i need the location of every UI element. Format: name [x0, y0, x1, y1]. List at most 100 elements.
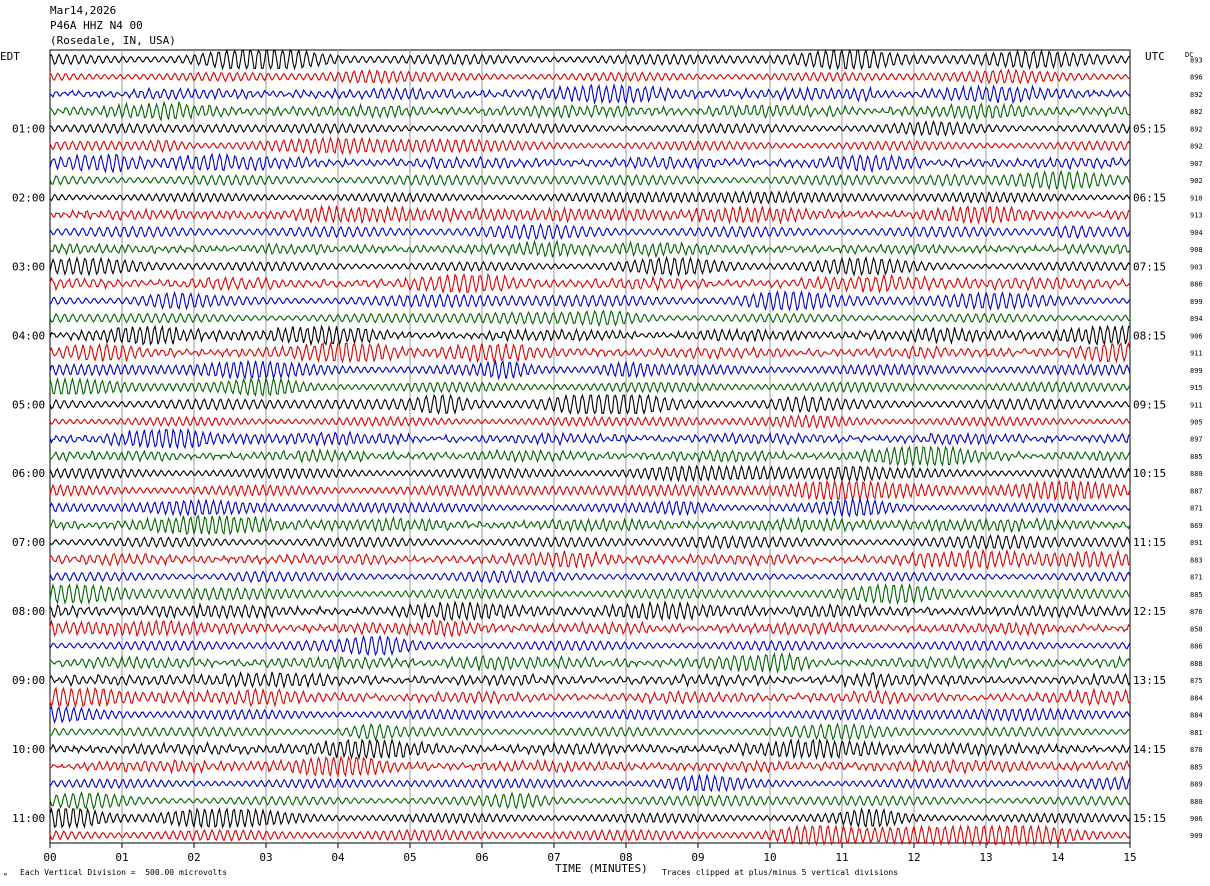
utc-timezone-label: UTC	[1145, 50, 1165, 63]
dc-offset-label: 886	[1190, 281, 1203, 289]
seismic-trace	[49, 634, 1131, 657]
x-tick-label: 03	[259, 851, 272, 864]
seismic-trace	[49, 773, 1131, 793]
clip-note: Traces clipped at plus/minus 5 vertical …	[662, 868, 899, 877]
dc-offset-label: 885	[1190, 591, 1203, 599]
seismic-trace	[49, 255, 1131, 278]
seismic-trace	[49, 722, 1131, 742]
dc-offset-label: 904	[1190, 229, 1203, 237]
seismic-trace	[49, 376, 1131, 397]
dc-offset-label: 897	[1190, 436, 1203, 444]
dc-offset-label: 908	[1190, 246, 1203, 254]
seismic-trace	[49, 136, 1131, 156]
dc-offset-label: 875	[1190, 677, 1203, 685]
seismic-trace	[49, 824, 1131, 847]
seismic-trace	[49, 169, 1131, 191]
utc-hour-label: 14:15	[1133, 743, 1166, 756]
dc-offset-label: 899	[1190, 367, 1203, 375]
dc-offset-label: 888	[1190, 660, 1203, 668]
dc-offset-label: 915	[1190, 384, 1203, 392]
dc-offset-label: 892	[1190, 143, 1203, 151]
edt-hour-label: 10:00	[12, 743, 45, 756]
dc-offset-label: 906	[1190, 815, 1203, 823]
dc-offset-label: 905	[1190, 419, 1203, 427]
seismic-trace	[49, 239, 1131, 259]
x-tick-label: 11	[835, 851, 848, 864]
dc-offset-label: 870	[1190, 746, 1203, 754]
x-tick-label: 13	[979, 851, 992, 864]
dc-offset-label: 869	[1190, 522, 1203, 530]
seismic-trace	[49, 686, 1131, 709]
dc-offset-label: 876	[1190, 608, 1203, 616]
header-date: Mar14,2026	[50, 4, 117, 17]
seismic-trace	[49, 479, 1131, 502]
x-tick-label: 09	[691, 851, 704, 864]
dc-offset-label: 871	[1190, 505, 1203, 513]
x-tick-label: 00	[43, 851, 56, 864]
edt-hour-label: 09:00	[12, 674, 45, 687]
utc-hour-label: 09:15	[1133, 398, 1166, 411]
edt-hour-label: 06:00	[12, 467, 45, 480]
x-tick-label: 02	[187, 851, 200, 864]
edt-hour-label: 02:00	[12, 191, 45, 204]
dc-offset-label: 899	[1190, 298, 1203, 306]
seismic-trace	[49, 806, 1131, 830]
dc-offset-label: 902	[1190, 177, 1203, 185]
dc-offset-label: 911	[1190, 350, 1203, 358]
x-tick-label: 08	[619, 851, 632, 864]
seismic-trace	[49, 514, 1131, 536]
seismic-trace	[49, 791, 1131, 811]
dc-offset-label: 885	[1190, 763, 1203, 771]
dc-offset-label: 907	[1190, 160, 1203, 168]
seismic-trace	[49, 393, 1130, 416]
dc-offset-label: 889	[1190, 781, 1203, 789]
x-tick-label: 15	[1123, 851, 1136, 864]
x-tick-label: 14	[1051, 851, 1065, 864]
seismic-trace	[49, 190, 1131, 205]
header-station: P46A HHZ N4 00	[50, 19, 143, 32]
dc-offset-label: 871	[1190, 574, 1203, 582]
seismic-trace	[49, 671, 1131, 691]
dc-offset-label: 892	[1190, 125, 1203, 133]
seismic-trace	[49, 705, 1131, 725]
seismic-trace	[49, 309, 1131, 328]
seismic-trace	[49, 444, 1131, 468]
utc-hour-label: 11:15	[1133, 536, 1166, 549]
seismic-trace	[49, 82, 1131, 105]
seismic-trace	[49, 324, 1131, 347]
seismic-trace	[49, 48, 1131, 71]
x-axis-title: TIME (MINUTES)	[555, 862, 648, 875]
seismic-trace	[49, 222, 1131, 241]
dc-offset-label: 880	[1190, 470, 1203, 478]
edt-hour-label: 03:00	[12, 260, 45, 273]
scale-note-icon: ⚬	[2, 870, 9, 879]
seismic-trace	[49, 497, 1131, 518]
seismic-trace	[49, 427, 1131, 450]
dc-offset-label: 913	[1190, 212, 1203, 220]
x-tick-label: 04	[331, 851, 345, 864]
dc-offset-label: 906	[1190, 332, 1203, 340]
dc-offset-label: 881	[1190, 729, 1203, 737]
seismic-trace	[49, 341, 1131, 364]
utc-hour-label: 05:15	[1133, 122, 1166, 135]
dc-offset-label: 911	[1190, 401, 1203, 409]
dc-offset-label: 886	[1190, 643, 1203, 651]
dc-offset-label: 894	[1190, 315, 1203, 323]
x-tick-label: 10	[763, 851, 776, 864]
seismic-trace	[49, 464, 1131, 483]
dc-offset-label: 884	[1190, 694, 1203, 702]
utc-hour-label: 13:15	[1133, 674, 1166, 687]
utc-hour-label: 08:15	[1133, 329, 1166, 342]
edt-hour-label: 01:00	[12, 122, 45, 135]
utc-hour-label: 10:15	[1133, 467, 1166, 480]
utc-hour-label: 07:15	[1133, 260, 1166, 273]
dc-offset-label: 884	[1190, 712, 1203, 720]
seismic-trace	[49, 755, 1131, 778]
seismic-trace	[49, 119, 1131, 137]
x-tick-label: 05	[403, 851, 416, 864]
seismic-trace	[49, 569, 1131, 584]
seismic-trace	[49, 100, 1131, 122]
dc-offset-label: 910	[1190, 194, 1203, 202]
seismic-trace	[49, 737, 1131, 761]
